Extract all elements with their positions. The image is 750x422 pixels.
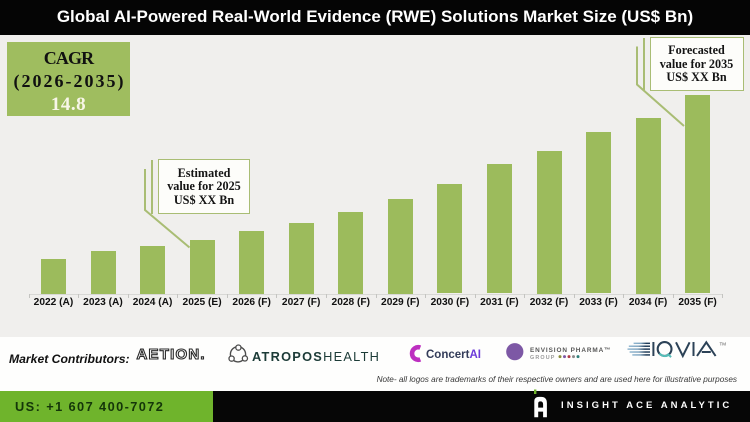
svg-text:TM: TM xyxy=(720,342,727,347)
